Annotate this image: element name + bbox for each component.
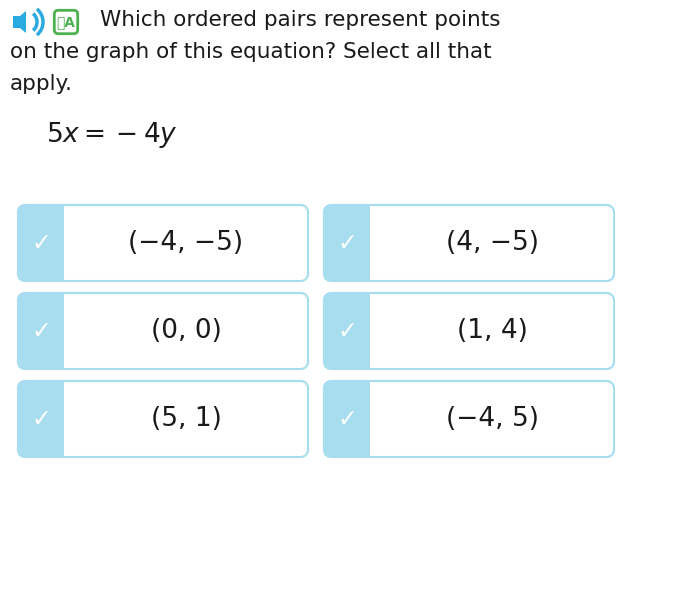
Text: ✓: ✓ [337, 231, 357, 255]
Text: ✓: ✓ [337, 407, 357, 431]
FancyBboxPatch shape [324, 205, 614, 281]
Text: (4, −5): (4, −5) [446, 230, 539, 256]
Bar [370, 381, 614, 457]
Text: on the graph of this equation? Select all that: on the graph of this equation? Select al… [10, 42, 491, 62]
Text: apply.: apply. [10, 74, 73, 94]
Bar [370, 205, 614, 281]
FancyBboxPatch shape [18, 205, 308, 281]
FancyBboxPatch shape [18, 381, 308, 457]
Bar [370, 293, 614, 369]
Bar [64, 381, 308, 457]
Text: (−4, −5): (−4, −5) [129, 230, 243, 256]
Text: ✓: ✓ [31, 407, 51, 431]
FancyBboxPatch shape [324, 381, 614, 457]
FancyBboxPatch shape [18, 381, 308, 457]
Text: ✓: ✓ [31, 231, 51, 255]
Text: Which ordered pairs represent points: Which ordered pairs represent points [100, 10, 501, 30]
FancyBboxPatch shape [18, 293, 308, 369]
FancyBboxPatch shape [324, 293, 614, 369]
Text: (0, 0): (0, 0) [150, 318, 222, 344]
Polygon shape [13, 11, 26, 33]
FancyBboxPatch shape [324, 205, 614, 281]
Bar [64, 293, 308, 369]
Text: ✓: ✓ [337, 319, 357, 343]
Bar [64, 205, 308, 281]
Text: ✓: ✓ [31, 319, 51, 343]
Text: (1, 4): (1, 4) [456, 318, 528, 344]
FancyBboxPatch shape [18, 205, 308, 281]
Text: $5x = -4y$: $5x = -4y$ [46, 120, 178, 150]
Text: (5, 1): (5, 1) [150, 406, 222, 432]
FancyBboxPatch shape [18, 293, 308, 369]
FancyBboxPatch shape [324, 381, 614, 457]
Text: 文A: 文A [57, 15, 75, 29]
Text: (−4, 5): (−4, 5) [446, 406, 539, 432]
FancyBboxPatch shape [324, 293, 614, 369]
